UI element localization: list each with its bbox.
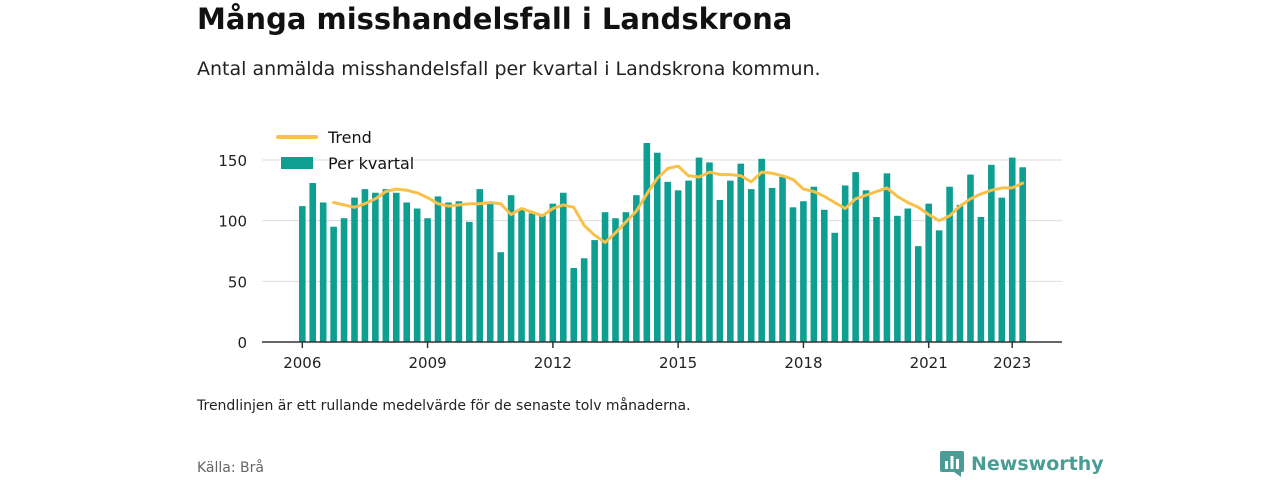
bar	[476, 189, 484, 342]
bar	[361, 189, 369, 342]
bar	[810, 186, 818, 342]
bar	[591, 240, 598, 342]
bar	[904, 208, 912, 342]
x-tick-label: 2023	[993, 354, 1031, 372]
bar	[330, 226, 337, 342]
bar	[539, 214, 546, 342]
bar	[382, 189, 390, 342]
y-tick-label: 150	[218, 152, 247, 170]
bar	[601, 212, 609, 342]
bar	[392, 192, 400, 342]
bar	[664, 181, 671, 342]
bar	[727, 180, 734, 342]
bar	[841, 185, 849, 342]
bar	[507, 195, 515, 342]
newsworthy-logo[interactable]: Newsworthy	[939, 450, 1104, 478]
bar	[925, 203, 932, 342]
bar	[988, 164, 995, 342]
bar	[413, 208, 421, 342]
bar	[946, 186, 953, 342]
bar	[560, 192, 567, 342]
bar	[497, 252, 504, 342]
bar	[998, 197, 1006, 342]
bar	[821, 209, 828, 342]
x-tick-label: 2009	[408, 354, 446, 372]
bar	[424, 218, 431, 342]
bar	[518, 208, 525, 342]
x-tick-label: 2018	[784, 354, 822, 372]
y-axis-ticks: 0 50 100 150	[218, 152, 247, 352]
bar	[486, 203, 494, 342]
bar	[653, 152, 661, 342]
bar	[862, 190, 870, 342]
bar	[580, 258, 588, 342]
bar	[643, 143, 651, 342]
bar	[403, 202, 410, 342]
chart-subtitle: Antal anmälda misshandelsfall per kvarta…	[197, 58, 821, 80]
x-tick-label: 2021	[910, 354, 948, 372]
x-tick-label: 2012	[534, 354, 572, 372]
bar	[351, 197, 358, 342]
bar	[1008, 157, 1016, 342]
legend-trend-label: Trend	[327, 128, 372, 147]
chart-title: Många misshandelsfall i Landskrona	[197, 2, 793, 36]
y-tick-label: 100	[218, 213, 247, 231]
bar	[685, 180, 692, 342]
bar-chart: 0 50 100 150 2006 2009 2012 2015 2018 2021 2023 T…	[218, 128, 1062, 372]
bar	[716, 200, 724, 342]
bar	[1019, 167, 1026, 342]
logo-text: Newsworthy	[971, 453, 1104, 475]
bar	[873, 217, 880, 342]
bar	[633, 195, 640, 342]
bar	[914, 246, 922, 342]
bar	[768, 187, 776, 342]
source-text: Källa: Brå	[197, 460, 264, 476]
bar	[894, 215, 901, 342]
bar	[956, 204, 964, 342]
bar	[977, 217, 985, 342]
bar	[612, 218, 619, 342]
bar	[737, 163, 745, 342]
bar	[309, 183, 317, 342]
bar	[706, 162, 713, 342]
bar	[622, 212, 630, 342]
bar	[570, 267, 578, 342]
legend-bar-swatch	[281, 157, 313, 169]
bar	[779, 176, 786, 342]
legend: Trend Per kvartal	[276, 128, 414, 173]
bar	[340, 218, 348, 342]
legend-bar-label: Per kvartal	[328, 154, 414, 173]
chart-note: Trendlinjen är ett rullande medelvärde f…	[197, 398, 691, 414]
bar	[466, 221, 473, 342]
bar	[372, 192, 379, 342]
bar	[831, 232, 839, 342]
bar	[319, 202, 327, 342]
bar	[455, 201, 463, 342]
bar	[758, 158, 765, 342]
y-tick-label: 50	[228, 273, 247, 291]
bar	[549, 203, 557, 342]
x-tick-label: 2015	[659, 354, 697, 372]
bar	[695, 157, 703, 342]
bar	[967, 174, 974, 342]
bar	[434, 196, 442, 342]
bar	[747, 189, 755, 342]
newsworthy-logo-icon	[940, 451, 964, 477]
bar	[800, 201, 807, 342]
bar	[852, 172, 859, 342]
bar	[935, 230, 943, 342]
bar-series	[299, 143, 1026, 342]
bar	[445, 202, 452, 342]
trend-line	[332, 164, 1025, 244]
bar	[883, 173, 891, 342]
x-axis-ticks: 2006 2009 2012 2015 2018 2021 2023	[283, 342, 1031, 372]
y-tick-label: 0	[237, 334, 247, 352]
bar	[528, 213, 536, 342]
bar	[789, 207, 797, 342]
bar	[299, 206, 306, 342]
x-tick-label: 2006	[283, 354, 321, 372]
bar	[674, 190, 682, 342]
